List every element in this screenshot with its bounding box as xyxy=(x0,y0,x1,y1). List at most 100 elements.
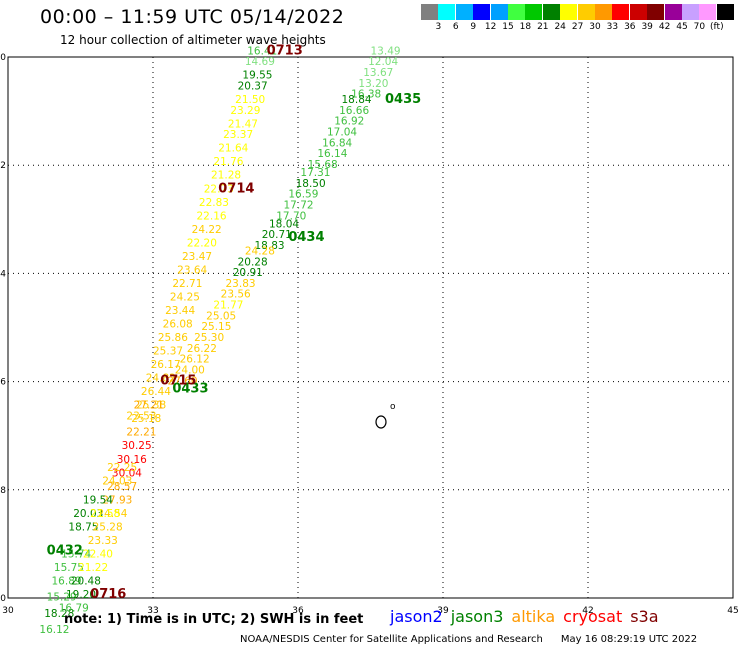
lon-label: 45 xyxy=(727,606,738,616)
wave-height-value: 27.60 xyxy=(168,375,198,387)
island-shape xyxy=(375,415,387,429)
wave-height-value: 28.57 xyxy=(107,481,137,493)
wave-height-value: 21.64 xyxy=(218,143,248,155)
map-axis-labels: -40 -42 -44 -46 -48 -50 30 33 36 39 42 45 xyxy=(0,53,739,616)
wave-height-value: 25.30 xyxy=(194,332,224,344)
wave-height-value: 21.77 xyxy=(213,300,243,312)
wave-height-value: 24.28 xyxy=(245,245,275,257)
wave-height-value: 16.84 xyxy=(322,137,352,149)
scale-swatch xyxy=(438,4,456,20)
lon-label: 36 xyxy=(292,606,304,616)
wave-height-value: 23.56 xyxy=(221,289,251,301)
wave-height-value: 15.29 xyxy=(47,592,77,604)
scale-label: 24 xyxy=(554,22,566,32)
satellite-legend: jason2 jason3 altika cryosat s3a xyxy=(390,607,667,626)
wave-height-value: 27.21 xyxy=(134,400,164,412)
page-title: 00:00 – 11:59 UTC 05/14/2022 xyxy=(40,6,345,28)
wave-height-value: 16.66 xyxy=(339,105,369,117)
wave-height-value: 23.29 xyxy=(230,105,260,117)
lat-label: -50 xyxy=(0,594,6,604)
wave-height-value: 16.92 xyxy=(334,116,364,128)
scale-swatch xyxy=(560,4,578,20)
scale-label: 21 xyxy=(537,22,549,32)
wave-height-value: 21.28 xyxy=(211,170,241,182)
wave-height-value: 17.04 xyxy=(327,126,357,138)
wave-height-value: 22.73 xyxy=(204,183,234,195)
wave-height-value: 27.93 xyxy=(102,494,132,506)
scale-label: 30 xyxy=(589,22,601,32)
scale-swatch xyxy=(595,4,612,20)
wave-height-value: 22.71 xyxy=(172,278,202,290)
scale-label: 33 xyxy=(606,22,619,32)
scale-swatch xyxy=(525,4,543,20)
pass-time-label: 0435 xyxy=(385,92,421,107)
wave-height-value: 25.38 xyxy=(136,400,166,412)
wave-height-value: 25.37 xyxy=(153,346,183,358)
scale-label: 9 xyxy=(470,22,477,32)
timestamp-text: May 16 08:29:19 UTC 2022 xyxy=(560,634,698,645)
scale-label: 15 xyxy=(502,22,514,32)
scale-label: 27 xyxy=(571,22,584,32)
wave-height-value: 17.31 xyxy=(300,167,330,179)
wave-height-value: 30.25 xyxy=(122,440,152,452)
scale-swatch xyxy=(647,4,665,20)
scale-label: 6 xyxy=(452,22,459,32)
wave-height-value: 30.04 xyxy=(112,467,142,479)
scale-swatch xyxy=(473,4,491,20)
wave-height-value: 22.83 xyxy=(199,197,229,209)
wave-height-value: 21.50 xyxy=(235,94,265,106)
wave-height-value: 16.38 xyxy=(351,89,381,101)
wave-height-value: 24.25 xyxy=(170,291,200,303)
wave-height-value: 22.40 xyxy=(83,548,113,560)
wave-height-value: 24.82 xyxy=(146,373,176,385)
scale-label: 12 xyxy=(484,22,497,32)
scale-swatch xyxy=(664,4,682,20)
footer-note: note: 1) Time is in UTC; 2) SWH is in fe… xyxy=(64,612,364,627)
scale-swatch xyxy=(577,4,595,20)
pass-time-label: 0432 xyxy=(47,544,83,559)
wave-height-value: 23.47 xyxy=(182,251,212,263)
map-frame xyxy=(7,56,734,599)
scale-swatch xyxy=(490,4,508,20)
wave-height-value: 18.28 xyxy=(44,608,74,620)
scale-label: 39 xyxy=(641,22,653,32)
scale-label: 3 xyxy=(435,22,442,32)
wave-height-value: 20.03 xyxy=(73,508,103,520)
satellite-jason2: jason2 xyxy=(390,607,443,626)
wave-height-value: 20.91 xyxy=(233,267,263,279)
wave-height-value: 18.83 xyxy=(255,240,285,252)
pass-time-label: 0713 xyxy=(267,43,303,58)
wave-height-value: 21.47 xyxy=(228,118,258,130)
footer-credit: NOAA/NESDIS Center for Satellite Applica… xyxy=(240,634,697,645)
satellite-jason3: jason3 xyxy=(450,607,504,626)
wave-height-value: 16.41 xyxy=(247,45,277,57)
wave-height-value: 23.53 xyxy=(126,410,156,422)
altimeter-tracks: 13.4912.0413.6713.2016.3818.8416.6616.92… xyxy=(39,43,421,636)
wave-height-value: 16.14 xyxy=(317,148,347,160)
scale-swatch xyxy=(699,4,717,20)
wave-height-value: 18.75 xyxy=(68,521,98,533)
wave-height-value: 24.22 xyxy=(192,224,222,236)
scale-swatch xyxy=(612,4,630,20)
wave-height-value: 20.48 xyxy=(71,575,101,587)
wave-height-value: 22.20 xyxy=(187,237,217,249)
wave-height-value: 19.20 xyxy=(66,589,96,601)
wave-height-value: 17.70 xyxy=(276,210,306,222)
scale-label: (ft) xyxy=(710,22,724,32)
wave-height-value: 20.37 xyxy=(238,80,268,92)
wave-height-value: 23.64 xyxy=(177,264,207,276)
wave-height-value: 16.79 xyxy=(59,603,89,615)
scale-swatch xyxy=(629,4,647,20)
wave-height-value: 30.16 xyxy=(117,454,147,466)
scale-swatch xyxy=(455,4,473,20)
satellite-s3a: s3a xyxy=(630,607,659,626)
wave-height-value: 25.15 xyxy=(201,321,231,333)
scale-swatch xyxy=(508,4,525,20)
wave-height-value: 24.54 xyxy=(97,508,127,520)
wave-height-value: 23.37 xyxy=(223,129,253,141)
wave-height-value: 22.16 xyxy=(197,210,227,222)
wave-height-value: 16.89 xyxy=(52,575,82,587)
wave-height-value: 20.28 xyxy=(238,256,268,268)
wave-height-value: 16.59 xyxy=(288,189,318,201)
wave-height-value: 23.44 xyxy=(165,305,195,317)
